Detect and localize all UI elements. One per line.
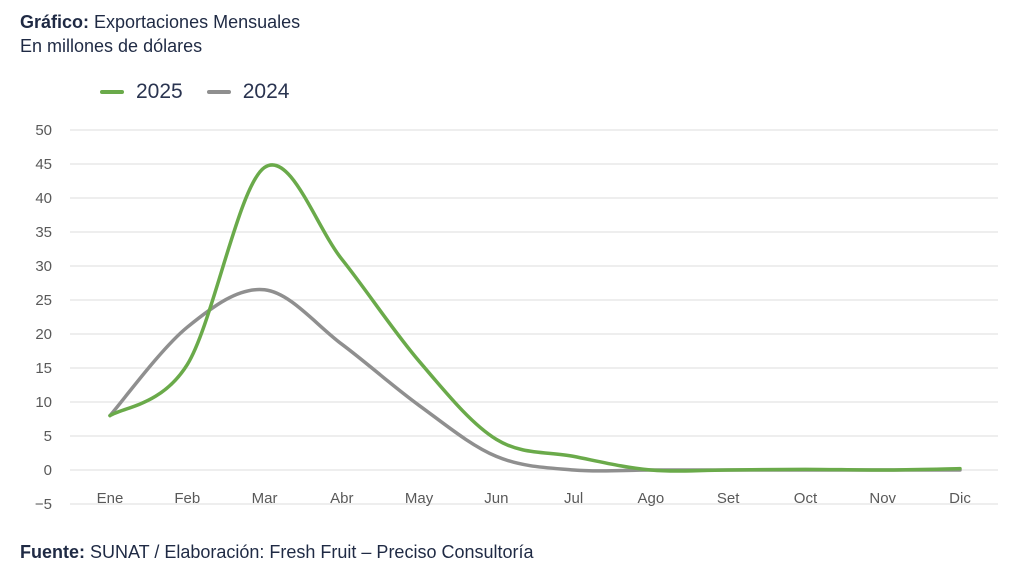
y-tick-label: 45	[35, 156, 52, 173]
legend-label: 2025	[136, 80, 183, 103]
y-tick-label: −5	[35, 496, 52, 513]
source-label: Fuente:	[20, 542, 85, 562]
x-tick-label: Ago	[638, 490, 665, 507]
x-tick-label: Jun	[484, 490, 508, 507]
legend-label: 2024	[242, 80, 290, 103]
legend-swatch	[206, 90, 231, 94]
y-tick-label: 30	[35, 258, 52, 275]
y-tick-label: 15	[35, 360, 52, 377]
x-tick-label: Dic	[949, 490, 971, 507]
legend-swatch	[100, 90, 124, 94]
legend-item-2024[interactable]: 2024	[206, 80, 290, 104]
title-label: Gráfico:	[20, 12, 90, 32]
y-tick-label: 25	[35, 292, 52, 309]
source-note: Fuente: SUNAT / Elaboración: Fresh Fruit…	[20, 542, 534, 563]
x-tick-label: Nov	[869, 490, 896, 507]
title-text: Exportaciones Mensuales	[89, 12, 301, 32]
series-line-2024	[108, 287, 962, 473]
x-tick-label: Jul	[564, 490, 583, 507]
source-text: SUNAT / Elaboración: Fresh Fruit – Preci…	[85, 542, 534, 562]
x-tick-label: Oct	[794, 490, 818, 507]
y-tick-label: 40	[35, 190, 52, 207]
y-tick-label: 10	[35, 394, 52, 411]
y-tick-label: 0	[44, 462, 52, 479]
series-line-2025	[108, 163, 962, 473]
x-tick-label: Feb	[174, 490, 200, 507]
legend: 2025 2024	[100, 80, 289, 104]
legend-item-2025[interactable]: 2025	[100, 80, 183, 104]
x-tick-label: Abr	[330, 490, 353, 507]
y-tick-label: 20	[35, 326, 52, 343]
chart-title: Gráfico: Exportaciones Mensuales En mill…	[20, 10, 300, 58]
x-tick-label: Mar	[252, 490, 278, 507]
y-tick-label: 50	[35, 122, 52, 139]
x-tick-label: Set	[717, 490, 740, 507]
chart-subtitle: En millones de dólares	[20, 36, 203, 56]
y-tick-label: 35	[35, 224, 52, 241]
x-tick-label: Ene	[97, 490, 124, 507]
x-tick-label: May	[405, 490, 434, 507]
y-tick-label: 5	[44, 428, 52, 445]
